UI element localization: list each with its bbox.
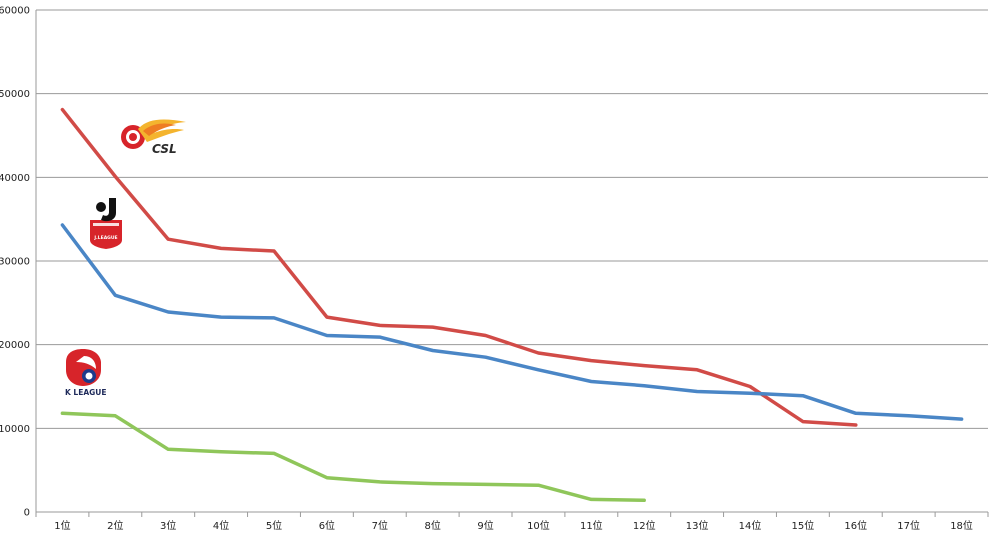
x-tick-label: 18位 [950, 519, 973, 532]
x-tick-label: 11位 [580, 519, 603, 532]
y-tick-label: 40000 [0, 173, 30, 184]
gridlines [36, 9, 988, 429]
series-line-jleague [60, 223, 964, 421]
x-axis-ticks: 1位 2位 3位 4位 5位 6位 7位 8位 9位 10位 11位 12位 13位 14位 15位 16位 1… [35, 512, 989, 532]
jleague-logo: J.LEAGUE [90, 198, 122, 249]
kleague-logo: K LEAGUE [65, 349, 107, 397]
y-axis-ticks: 0 10000 20000 30000 40000 50000 60000 [0, 6, 30, 519]
jleague-logo-text: J.LEAGUE [93, 235, 117, 241]
x-tick-label: 17位 [897, 519, 920, 532]
series-line-csl [60, 107, 858, 427]
x-tick-label: 8位 [424, 519, 440, 532]
y-tick-label: 10000 [0, 424, 30, 435]
y-tick-label: 30000 [0, 257, 30, 268]
y-tick-label: 0 [24, 508, 30, 519]
x-tick-label: 9位 [477, 519, 493, 532]
x-tick-label: 13位 [686, 519, 709, 532]
x-tick-label: 1位 [54, 519, 70, 532]
csl-logo-text: CSL [152, 142, 177, 156]
x-tick-label: 4位 [213, 519, 229, 532]
kleague-logo-text: K LEAGUE [65, 388, 107, 397]
x-tick-label: 12位 [633, 519, 656, 532]
x-tick-label: 15位 [792, 519, 815, 532]
x-tick-label: 7位 [372, 519, 388, 532]
x-tick-label: 16位 [844, 519, 867, 532]
x-tick-label: 3位 [160, 519, 176, 532]
y-tick-label: 50000 [0, 89, 30, 100]
y-tick-label: 60000 [0, 6, 30, 17]
x-tick-label: 14位 [739, 519, 762, 532]
x-tick-label: 2位 [107, 519, 123, 532]
x-tick-label: 10位 [527, 519, 550, 532]
x-tick-label: 6位 [319, 519, 335, 532]
csl-logo: CSL [121, 119, 186, 156]
series-line-kleague [60, 411, 646, 503]
series-lines [60, 107, 964, 503]
x-tick-label: 5位 [266, 519, 282, 532]
y-tick-label: 20000 [0, 340, 30, 351]
